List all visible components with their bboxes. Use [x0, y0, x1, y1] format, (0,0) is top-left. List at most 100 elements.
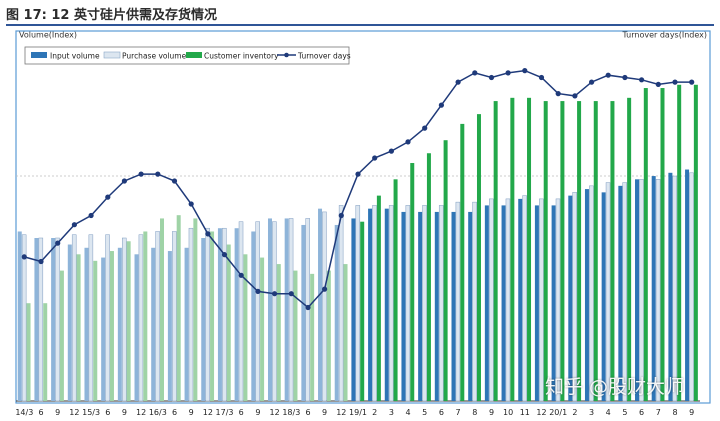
bar-purchase-volume: [88, 234, 94, 402]
bar-purchase-volume: [355, 205, 361, 402]
bar-customer-inventory: [577, 101, 582, 401]
turnover-days-point: [422, 125, 428, 131]
bar-customer-inventory: [376, 195, 381, 401]
bar-customer-inventory: [527, 97, 532, 401]
bar-input-volume: [234, 228, 239, 401]
bar-input-volume: [167, 251, 172, 401]
bar-input-volume: [568, 195, 573, 401]
bar-purchase-volume: [322, 211, 327, 402]
bar-purchase-volume: [238, 221, 244, 402]
bar-customer-inventory: [610, 101, 615, 401]
y-axis-label-left: Volume(Index): [19, 31, 77, 40]
bar-purchase-volume: [272, 221, 277, 402]
bar-customer-inventory: [43, 303, 48, 401]
x-tick-label: 6: [639, 408, 644, 417]
bar-customer-inventory: [93, 260, 98, 401]
bar-purchase-volume: [121, 237, 127, 402]
x-tick-label: 12: [336, 408, 346, 417]
bar-input-volume: [484, 205, 489, 401]
bar-customer-inventory: [310, 273, 315, 401]
bar-customer-inventory: [59, 270, 64, 401]
turnover-days-point: [672, 79, 678, 85]
title-rule: [6, 24, 714, 26]
bar-purchase-volume: [455, 201, 461, 402]
legend-swatch-inventory: [186, 52, 202, 58]
turnover-days-point: [488, 74, 495, 81]
turnover-days-point: [438, 102, 444, 108]
bar-input-volume: [17, 231, 22, 401]
bar-input-volume: [551, 205, 556, 401]
x-tick-label: 8: [472, 408, 477, 417]
x-tick-label: 5: [422, 408, 427, 417]
bar-purchase-volume: [438, 205, 444, 402]
bar-customer-inventory: [226, 244, 231, 401]
x-tick-label: 15/3: [82, 408, 100, 417]
bar-purchase-volume: [505, 198, 511, 402]
bar-customer-inventory: [643, 88, 648, 401]
x-tick-label: 9: [689, 408, 694, 417]
x-tick-label: 9: [322, 408, 327, 417]
bar-customer-inventory: [176, 215, 181, 401]
bar-input-volume: [618, 185, 623, 401]
bar-customer-inventory: [76, 254, 81, 401]
bar-purchase-volume: [622, 182, 627, 402]
bar-customer-inventory: [160, 218, 164, 401]
x-tick-label: 11: [520, 408, 530, 417]
turnover-days-point: [238, 272, 244, 278]
turnover-days-point: [322, 286, 328, 292]
x-tick-label: 12: [270, 408, 280, 417]
turnover-days-point: [355, 171, 361, 177]
turnover-days-point: [71, 222, 77, 228]
bar-purchase-volume: [138, 234, 144, 402]
x-tick-label: 6: [38, 408, 43, 417]
turnover-days-point: [505, 70, 511, 76]
bar-purchase-volume: [188, 227, 194, 402]
bar-purchase-volume: [489, 198, 494, 402]
bar-input-volume: [401, 211, 406, 401]
x-tick-label: 9: [122, 408, 127, 417]
bar-purchase-volume: [55, 237, 60, 402]
x-tick-label: 14/3: [15, 408, 33, 417]
x-tick-label: 9: [55, 408, 60, 417]
turnover-days-point: [338, 212, 344, 219]
turnover-days-point: [305, 304, 311, 311]
bar-input-volume: [217, 228, 222, 401]
figure-title: 图 17: 12 英寸硅片供需及存货情况: [6, 8, 217, 23]
turnover-days-point: [138, 171, 144, 177]
legend: Input volume Purchase volume Customer in…: [24, 46, 351, 65]
bar-customer-inventory: [293, 270, 298, 401]
turnover-days-point: [455, 79, 461, 85]
turnover-days-point: [105, 194, 111, 200]
bar-input-volume: [284, 218, 289, 401]
x-tick-labels: 14/3 6 9 12 15/3 6 9 12 16/3 6 9 12 17/3 6 9 12 18/3 6 9 12…: [15, 408, 694, 417]
turnover-days-point: [372, 155, 378, 161]
legend-label-input: Input volume: [50, 52, 100, 61]
bar-customer-inventory: [360, 221, 365, 401]
bar-input-volume: [101, 257, 106, 401]
bar-input-volume: [267, 218, 272, 401]
bar-input-volume: [384, 208, 389, 401]
bar-purchase-volume: [472, 201, 477, 402]
bar-series-group: [17, 84, 698, 402]
bar-purchase-volume: [388, 205, 394, 402]
turnover-days-point: [538, 74, 545, 81]
x-tick-label: 20/1: [549, 408, 567, 417]
turnover-days-point: [639, 77, 645, 83]
bar-input-volume: [151, 247, 156, 401]
bar-input-volume: [184, 247, 189, 401]
bar-input-volume: [318, 208, 323, 401]
y-axis-label-right: Turnover days(Index): [622, 31, 708, 40]
x-tick-label: 6: [439, 408, 444, 417]
bar-purchase-volume: [205, 227, 210, 402]
bar-input-volume: [584, 189, 589, 401]
bar-customer-inventory: [660, 88, 665, 401]
x-tick-label: 17/3: [216, 408, 234, 417]
bar-customer-inventory: [393, 179, 398, 401]
bar-input-volume: [351, 218, 356, 401]
bar-input-volume: [468, 211, 473, 401]
bar-purchase-volume: [172, 231, 177, 402]
bar-input-volume: [251, 231, 256, 401]
x-tick-label: 3: [389, 408, 394, 417]
bar-customer-inventory: [126, 241, 131, 401]
